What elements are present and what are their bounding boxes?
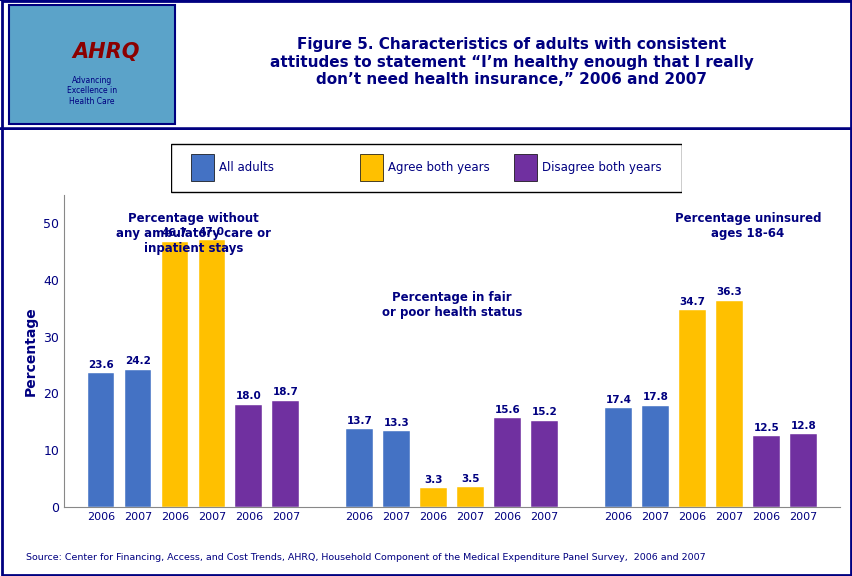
Text: Source: Center for Financing, Access, and Cost Trends, AHRQ, Household Component: Source: Center for Financing, Access, an… bbox=[26, 552, 705, 562]
Bar bbox=[715, 301, 742, 507]
Bar bbox=[531, 420, 557, 507]
FancyBboxPatch shape bbox=[191, 154, 214, 181]
Text: All adults: All adults bbox=[219, 161, 273, 174]
Bar bbox=[604, 408, 631, 507]
Bar bbox=[161, 242, 188, 507]
FancyBboxPatch shape bbox=[513, 154, 536, 181]
Bar bbox=[199, 240, 225, 507]
Text: Agree both years: Agree both years bbox=[388, 161, 489, 174]
Text: Figure 5. Characteristics of adults with consistent
attitudes to statement “I’m : Figure 5. Characteristics of adults with… bbox=[269, 37, 753, 87]
Bar bbox=[420, 488, 446, 507]
Bar bbox=[235, 405, 262, 507]
Bar bbox=[752, 436, 779, 507]
Bar bbox=[346, 429, 372, 507]
Text: Percentage in fair
or poor health status: Percentage in fair or poor health status bbox=[382, 291, 521, 319]
Bar bbox=[493, 418, 521, 507]
Bar bbox=[642, 406, 668, 507]
Text: 3.5: 3.5 bbox=[461, 473, 480, 484]
Text: 23.6: 23.6 bbox=[88, 359, 113, 370]
Text: 46.7: 46.7 bbox=[162, 229, 187, 238]
FancyBboxPatch shape bbox=[170, 144, 682, 192]
Text: Advancing
Excellence in
Health Care: Advancing Excellence in Health Care bbox=[67, 76, 117, 105]
Bar bbox=[457, 487, 483, 507]
Text: 3.3: 3.3 bbox=[423, 475, 442, 485]
Text: 12.8: 12.8 bbox=[790, 421, 815, 431]
Text: 18.7: 18.7 bbox=[273, 387, 298, 397]
Y-axis label: Percentage: Percentage bbox=[24, 306, 37, 396]
Text: 13.7: 13.7 bbox=[346, 416, 372, 426]
Text: 24.2: 24.2 bbox=[124, 356, 151, 366]
Text: 17.4: 17.4 bbox=[605, 395, 630, 405]
FancyBboxPatch shape bbox=[360, 154, 383, 181]
Text: Percentage without
any ambulatory care or
inpatient stays: Percentage without any ambulatory care o… bbox=[116, 212, 271, 255]
Bar bbox=[272, 401, 299, 507]
Text: AHRQ: AHRQ bbox=[72, 42, 140, 62]
Text: 36.3: 36.3 bbox=[716, 287, 741, 297]
Text: 18.0: 18.0 bbox=[236, 391, 262, 401]
Bar bbox=[124, 370, 151, 507]
Bar bbox=[789, 434, 815, 507]
Text: 15.6: 15.6 bbox=[494, 405, 520, 415]
Text: 13.3: 13.3 bbox=[383, 418, 409, 428]
Text: 17.8: 17.8 bbox=[642, 392, 668, 403]
Bar bbox=[88, 373, 114, 507]
Text: 15.2: 15.2 bbox=[531, 407, 556, 417]
Text: 12.5: 12.5 bbox=[752, 423, 778, 433]
FancyBboxPatch shape bbox=[9, 5, 175, 124]
Text: Disagree both years: Disagree both years bbox=[541, 161, 660, 174]
Bar bbox=[678, 310, 705, 507]
Text: 34.7: 34.7 bbox=[678, 297, 705, 306]
Text: Percentage uninsured
ages 18-64: Percentage uninsured ages 18-64 bbox=[674, 212, 820, 240]
Bar bbox=[383, 431, 410, 507]
Text: 47.0: 47.0 bbox=[199, 227, 225, 237]
